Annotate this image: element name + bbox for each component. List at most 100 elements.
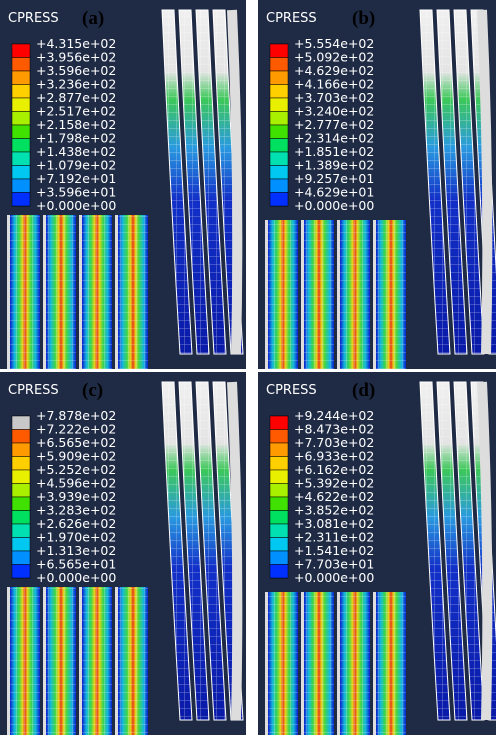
legend-swatch — [12, 565, 30, 579]
strip-edge — [373, 220, 376, 369]
strip-mesh — [118, 215, 148, 369]
legend-title: CPRESS — [8, 383, 59, 398]
strip-edge — [301, 220, 304, 369]
legend-value: +0.000e+00 — [36, 570, 116, 585]
legend-swatch — [12, 179, 30, 193]
legend-swatch — [270, 538, 288, 552]
legend-swatch — [12, 112, 30, 126]
legend-swatch — [270, 551, 288, 565]
legend-swatch — [12, 443, 30, 457]
strip-edge — [337, 592, 340, 735]
legend-swatch — [12, 152, 30, 166]
plate-edge — [482, 10, 487, 354]
legend-swatch — [270, 125, 288, 139]
legend-swatch — [12, 497, 30, 511]
strip-edge — [43, 215, 46, 369]
legend-swatch — [270, 85, 288, 99]
legend-title: CPRESS — [266, 383, 317, 398]
legend-swatch — [12, 85, 30, 99]
strip-edge — [7, 587, 10, 735]
legend-swatch — [12, 524, 30, 538]
strip-edge — [373, 592, 376, 735]
legend-swatch — [12, 416, 30, 430]
strip-edge — [79, 215, 82, 369]
legend-title: CPRESS — [8, 11, 59, 26]
legend-swatch — [270, 565, 288, 579]
legend-swatch — [270, 98, 288, 112]
strip-edge — [301, 592, 304, 735]
legend-swatch — [270, 524, 288, 538]
legend-swatch — [12, 139, 30, 153]
panel-label: (c) — [82, 380, 103, 401]
strip-mesh — [10, 587, 40, 735]
panel-label: (b) — [352, 8, 375, 29]
strip-mesh — [340, 220, 370, 369]
strip-mesh — [268, 220, 298, 369]
legend-swatch — [12, 71, 30, 85]
panel: CPRESS(d)+9.244e+02+8.473e+02+7.703e+02+… — [258, 372, 496, 735]
strip-edge — [115, 587, 118, 735]
legend-value: +0.000e+00 — [36, 198, 116, 213]
plate-edge — [232, 10, 237, 354]
strip-mesh — [46, 215, 76, 369]
legend-swatch — [270, 497, 288, 511]
strip-edge — [337, 220, 340, 369]
legend-swatch — [12, 166, 30, 180]
legend-swatch — [270, 430, 288, 444]
legend-swatch — [12, 98, 30, 112]
strip-mesh — [376, 592, 406, 735]
legend-swatch — [12, 430, 30, 444]
legend-swatch — [270, 470, 288, 484]
strip-mesh — [268, 592, 298, 735]
plate-edge — [482, 382, 487, 720]
strip-edge — [7, 215, 10, 369]
legend-swatch — [270, 511, 288, 525]
strip-mesh — [82, 587, 112, 735]
legend-swatch — [270, 166, 288, 180]
strip-mesh — [118, 587, 148, 735]
legend-value: +0.000e+00 — [294, 570, 374, 585]
legend-swatch — [12, 58, 30, 72]
strip-mesh — [340, 592, 370, 735]
strip-edge — [115, 215, 118, 369]
plate-edge — [232, 382, 237, 720]
panel-label: (d) — [352, 380, 375, 401]
panel: CPRESS(c)+7.878e+02+7.222e+02+6.565e+02+… — [0, 372, 246, 735]
legend-swatch — [12, 44, 30, 58]
figure: CPRESS(a)+4.315e+02+3.956e+02+3.596e+02+… — [0, 0, 496, 735]
legend-swatch — [12, 511, 30, 525]
panel: CPRESS(b)+5.554e+02+5.092e+02+4.629e+02+… — [258, 0, 496, 369]
legend-swatch — [270, 457, 288, 471]
strip-edge — [79, 587, 82, 735]
strip-mesh — [10, 215, 40, 369]
legend-swatch — [12, 538, 30, 552]
legend-swatch — [270, 44, 288, 58]
legend-swatch — [270, 58, 288, 72]
legend-swatch — [12, 457, 30, 471]
legend-swatch — [12, 484, 30, 498]
strip-mesh — [82, 215, 112, 369]
page: CPRESS(a)+4.315e+02+3.956e+02+3.596e+02+… — [0, 0, 496, 735]
strip-mesh — [376, 220, 406, 369]
legend-swatch — [270, 152, 288, 166]
legend-swatch — [12, 193, 30, 207]
strip-mesh — [304, 220, 334, 369]
legend-swatch — [270, 193, 288, 207]
legend-swatch — [270, 416, 288, 430]
legend-value: +0.000e+00 — [294, 198, 374, 213]
legend-swatch — [270, 139, 288, 153]
panel: CPRESS(a)+4.315e+02+3.956e+02+3.596e+02+… — [0, 0, 246, 369]
strip-edge — [265, 220, 268, 369]
strip-mesh — [46, 587, 76, 735]
legend-title: CPRESS — [266, 11, 317, 26]
legend-swatch — [270, 71, 288, 85]
strip-edge — [43, 587, 46, 735]
strip-mesh — [304, 592, 334, 735]
legend-swatch — [12, 470, 30, 484]
legend-swatch — [12, 551, 30, 565]
legend-swatch — [12, 125, 30, 139]
panel-label: (a) — [82, 8, 104, 29]
legend-swatch — [270, 443, 288, 457]
legend-swatch — [270, 484, 288, 498]
legend-swatch — [270, 179, 288, 193]
